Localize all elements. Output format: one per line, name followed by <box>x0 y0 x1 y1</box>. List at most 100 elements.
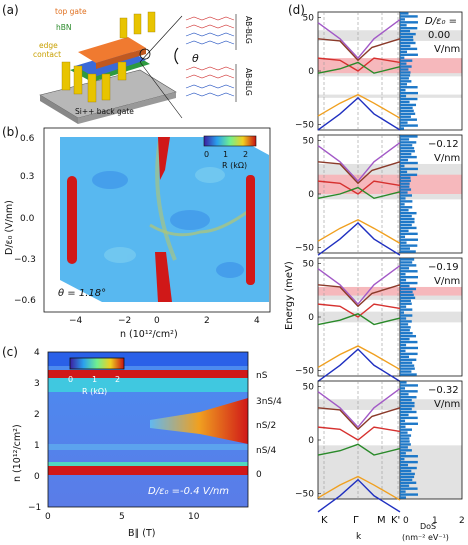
heatmap-c-band-zero-edge <box>48 462 248 466</box>
gap-shade <box>318 163 462 175</box>
zoom-circle <box>139 48 151 60</box>
panel-b: (b) 0 1 2 R (kΩ) θ = 1.18° <box>2 125 271 340</box>
twist-arrow <box>174 47 179 65</box>
dos-histogram <box>400 12 418 130</box>
lattice-top <box>185 16 235 45</box>
ytick-label: −50 <box>295 490 314 500</box>
dos-histogram <box>400 135 418 253</box>
label-ns4: nS/4 <box>256 446 276 456</box>
svg-text:−4: −4 <box>69 316 83 326</box>
colorbar-b-tick-0: 0 <box>204 150 209 159</box>
gap-shade <box>318 311 462 323</box>
back-gate-label: Si++ back gate <box>75 107 134 116</box>
ytick-label: 50 <box>303 136 315 146</box>
svg-text:0: 0 <box>403 516 409 526</box>
svg-text:2: 2 <box>34 410 40 420</box>
band-line-2 <box>317 161 401 185</box>
panel-d: (d) Energy (meV) 50 0 −50 D/ε₀ = 0.00 V/nm 50 0… <box>284 3 465 542</box>
svg-text:0: 0 <box>154 316 160 326</box>
colorbar-b-tick-2: 2 <box>243 150 248 159</box>
band-line-3 <box>317 303 401 318</box>
svg-text:0.3: 0.3 <box>20 172 34 182</box>
svg-text:4: 4 <box>34 348 40 358</box>
field-label: D/ε₀ = <box>425 16 457 27</box>
svg-text:1: 1 <box>34 441 40 451</box>
band-subpanel-2: 50 0 −50 −0.12 V/nm <box>295 134 463 256</box>
svg-text:5: 5 <box>119 512 125 522</box>
panel-b-xlabel: n (10¹²/cm²) <box>120 329 178 340</box>
svg-text:−0.3: −0.3 <box>14 255 36 265</box>
edge-contacts <box>61 11 156 103</box>
ytick-label: 0 <box>308 436 314 446</box>
ytick-label: 50 <box>303 13 315 23</box>
panel-a-label: (a) <box>2 3 19 17</box>
top-gate-side <box>96 48 146 69</box>
heatmap-c-band-ns <box>48 370 248 378</box>
dos-label: DoS <box>420 522 436 531</box>
panel-c-annotation: D/ε₀ =-0.4 V/nm <box>148 486 229 497</box>
band-line-1 <box>317 264 401 306</box>
panel-b-xticks: −4 −2 0 2 4 <box>69 316 260 326</box>
k-label-K: K <box>321 515 328 526</box>
colorbar-b-label: R (kΩ) <box>222 161 247 170</box>
dos-histogram <box>400 258 418 376</box>
band-line-4 <box>317 313 401 326</box>
heatmap-c-band-quarter <box>48 444 248 450</box>
k-label-M: M <box>377 515 386 526</box>
label-ns: nS <box>256 371 268 381</box>
heatmap-b-texture <box>92 139 251 278</box>
band-line-4 <box>317 443 401 456</box>
heatmap-b-red-band-left <box>67 176 77 264</box>
edge-contact-label-2: contact <box>33 50 61 59</box>
band-line-5 <box>317 218 401 244</box>
colorbar-c-label: R (kΩ) <box>82 387 107 396</box>
field-unit: V/nm <box>434 399 460 410</box>
band-line-3 <box>317 57 401 72</box>
ytick-label: 0 <box>308 67 314 77</box>
svg-text:−0.6: −0.6 <box>14 296 36 306</box>
top-gate-label: top gate <box>55 7 87 16</box>
panel-b-yticks: 0.6 0.3 0.0 −0.3 −0.6 <box>14 134 36 306</box>
panel-c-xticks: 0 5 10 <box>45 512 200 522</box>
zoom-line-top <box>139 15 183 63</box>
dos-frame <box>399 257 463 377</box>
band-line-4 <box>317 61 401 74</box>
band-subpanel-1: 50 0 −50 D/ε₀ = 0.00 V/nm <box>295 11 463 131</box>
band-line-1 <box>317 387 401 429</box>
dos-frame <box>399 11 463 131</box>
field-value: 0.00 <box>428 30 450 41</box>
panel-b-ylabel: D/ε₀ (V/nm) <box>4 200 15 255</box>
svg-text:0: 0 <box>45 512 51 522</box>
label-3ns4: 3nS/4 <box>256 397 282 407</box>
layer-label-bottom: AB-BLG <box>244 68 253 96</box>
panel-c-label: (c) <box>2 345 18 359</box>
back-gate-side <box>40 95 78 124</box>
edge-contact-label-1: edge <box>39 41 58 50</box>
layer-label-top: AB-BLG <box>244 16 253 44</box>
ytick-label: 0 <box>308 190 314 200</box>
ytick-label: 50 <box>303 259 315 269</box>
panel-c-yticks: 4 3 2 1 0 −1 <box>28 348 41 513</box>
panel-c-ylabel: n (10¹²/cm²) <box>12 424 23 482</box>
ytick-label: 50 <box>303 382 315 392</box>
ytick-label: −50 <box>295 244 314 254</box>
dos-frame <box>399 134 463 254</box>
k-label-Gamma: Γ <box>353 515 359 526</box>
panel-d-ylabel: Energy (meV) <box>284 261 295 330</box>
dos-histogram <box>400 381 418 499</box>
heatmap-c-wedge-half <box>150 398 248 444</box>
band-structure-subpanels: 50 0 −50 D/ε₀ = 0.00 V/nm 50 0 −50 −0.12 V/nm 50 0 −5… <box>295 11 463 513</box>
colorbar-b-tick-1: 1 <box>223 150 228 159</box>
svg-text:3: 3 <box>34 379 40 389</box>
svg-text:−2: −2 <box>118 316 131 326</box>
band-line-6 <box>317 478 401 513</box>
label-ns2: nS/2 <box>256 421 276 431</box>
gap-shade <box>318 30 462 41</box>
colorbar-c-tick-0: 0 <box>68 375 73 384</box>
band-line-3 <box>317 426 401 441</box>
band-line-2 <box>317 284 401 308</box>
svg-text:0.6: 0.6 <box>20 134 35 144</box>
top-gate <box>78 37 146 63</box>
heatmap-c-band-zero <box>48 466 248 475</box>
